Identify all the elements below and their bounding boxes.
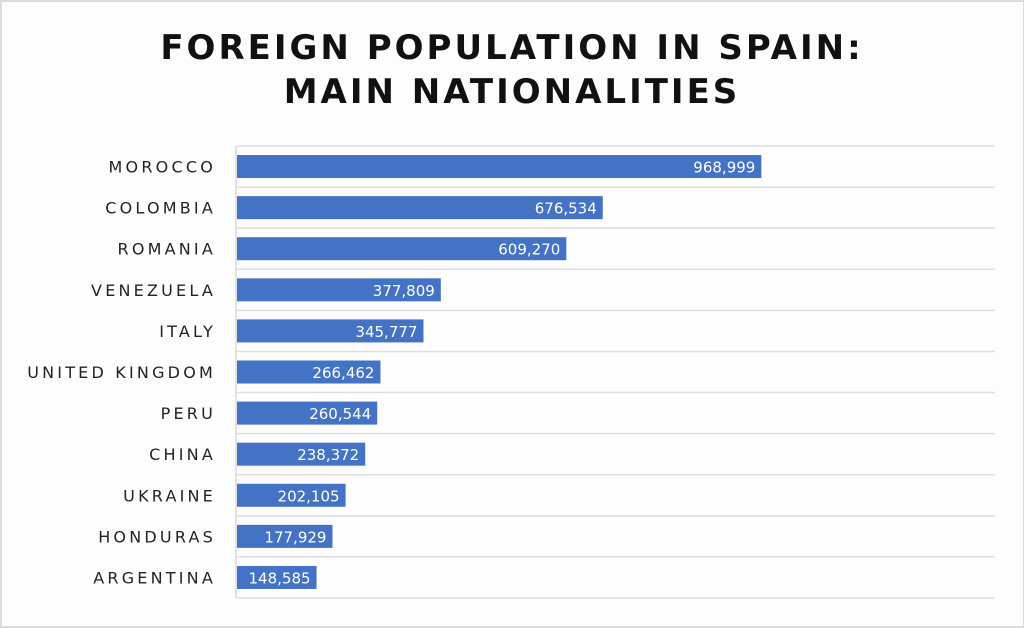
data-label: 260,544 (309, 405, 371, 423)
data-label: 676,534 (535, 200, 597, 218)
category-label: ROMANIA (118, 240, 217, 259)
category-label: CHINA (149, 445, 216, 464)
category-label: PERU (161, 404, 216, 423)
data-label: 377,809 (373, 282, 435, 300)
category-label: HONDURAS (98, 527, 216, 546)
bar-china (237, 442, 366, 466)
bar-romania (237, 237, 567, 261)
data-label: 609,270 (498, 241, 560, 259)
bar-italy (237, 319, 424, 343)
category-label: UKRAINE (123, 486, 216, 505)
category-label: ARGENTINA (93, 568, 216, 587)
bar-united-kingdom (237, 360, 381, 384)
data-label: 266,462 (312, 364, 374, 382)
bar-argentina (237, 565, 317, 589)
data-label: 345,777 (355, 323, 417, 341)
bar-honduras (237, 524, 333, 548)
category-label: COLOMBIA (105, 199, 216, 218)
bar-peru (237, 401, 378, 425)
category-label: MOROCCO (109, 158, 216, 177)
bar-colombia (237, 196, 603, 220)
bar-ukraine (237, 483, 346, 507)
data-label: 177,929 (264, 528, 326, 546)
category-label: UNITED KINGDOM (27, 363, 216, 382)
chart-title-line-1: FOREIGN POPULATION IN SPAIN: (160, 28, 864, 68)
category-label: ITALY (159, 322, 216, 341)
data-label: 148,585 (249, 569, 311, 587)
bar-venezuela (237, 278, 441, 302)
bar-morocco (237, 155, 762, 179)
data-label: 968,999 (693, 159, 755, 177)
data-label: 238,372 (297, 446, 359, 464)
chart-title-line-2: MAIN NATIONALITIES (283, 72, 741, 112)
data-label: 202,105 (278, 487, 340, 505)
category-label: VENEZUELA (91, 281, 216, 300)
